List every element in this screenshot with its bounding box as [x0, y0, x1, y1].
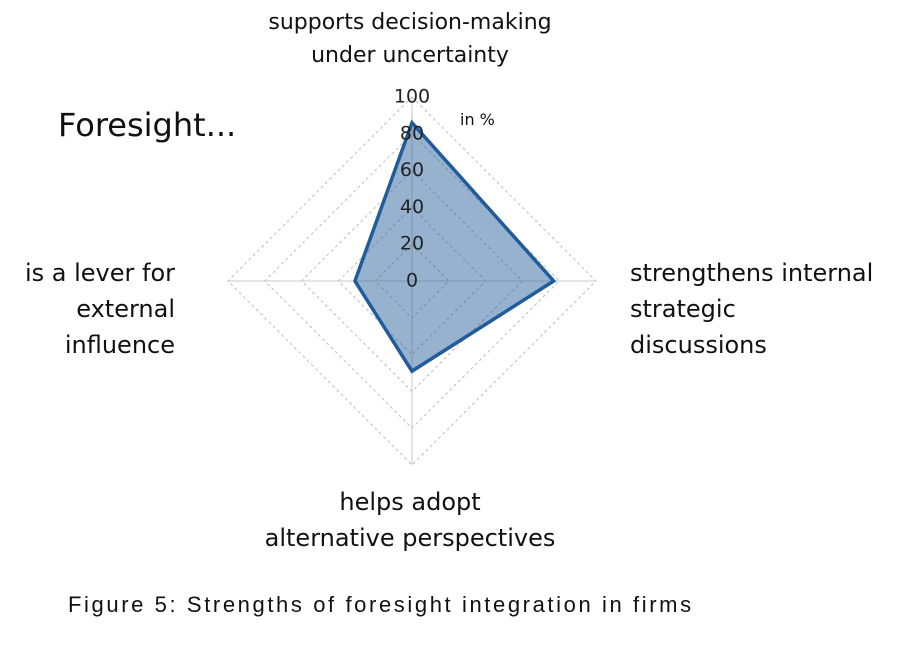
tick-label: 60 [400, 159, 424, 181]
tick-label: 100 [394, 86, 430, 108]
tick-label: 40 [400, 196, 424, 218]
tick-label: 20 [400, 233, 424, 255]
tick-label: 80 [400, 122, 424, 144]
data-area [353, 119, 557, 374]
chart-title: Foresight... [58, 106, 237, 144]
tick-label: 0 [406, 270, 418, 292]
axis-label: is a lever for external influence [24, 259, 175, 359]
caption: Figure 5: Strengths of foresight integra… [68, 592, 694, 617]
grid-ring [374, 243, 450, 319]
axis-label: helps adopt alternative perspectives [264, 488, 556, 552]
unit-label: in % [460, 110, 495, 129]
grid-ring [300, 169, 524, 393]
axis-label: supports decision-making under uncertain… [268, 10, 552, 68]
axis-label: strengthens internal strategic discussio… [630, 259, 874, 359]
